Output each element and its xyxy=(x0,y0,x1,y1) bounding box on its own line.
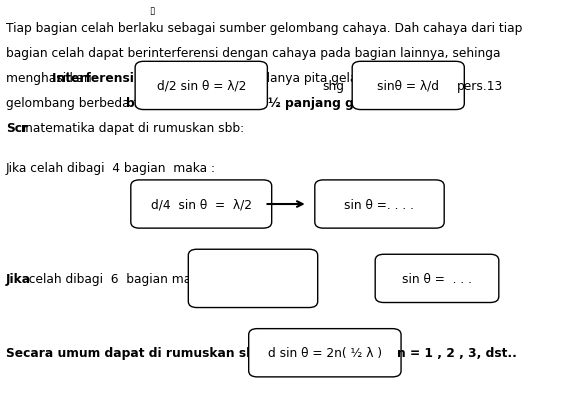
Text: pers.13: pers.13 xyxy=(457,80,503,93)
Text: Secara umum dapat di rumuskan sbb:: Secara umum dapat di rumuskan sbb: xyxy=(6,346,269,359)
FancyBboxPatch shape xyxy=(315,180,444,229)
Text: beda lintasannya  = ½ panjang gelombangnya.: beda lintasannya = ½ panjang gelombangny… xyxy=(126,97,452,109)
Text: menghasilkan: menghasilkan xyxy=(6,72,95,85)
Text: d sin θ = 2n( ½ λ ): d sin θ = 2n( ½ λ ) xyxy=(268,346,382,359)
Text: celah dibagi  6  bagian maka :: celah dibagi 6 bagian maka : xyxy=(21,272,214,285)
Text: d/2 sin θ = λ/2: d/2 sin θ = λ/2 xyxy=(156,80,246,93)
Text: bagian celah dapat berinterferensi dengan cahaya pada bagian lainnya, sehinga: bagian celah dapat berinterferensi denga… xyxy=(6,47,500,60)
Text: sinθ = λ/d: sinθ = λ/d xyxy=(377,80,439,93)
Text: shg: shg xyxy=(322,80,344,93)
Text: Scr: Scr xyxy=(6,122,28,134)
Text: sin θ =. . . .: sin θ =. . . . xyxy=(344,198,415,211)
Text: Interferensi minimum: Interferensi minimum xyxy=(52,72,201,85)
FancyBboxPatch shape xyxy=(135,62,267,110)
FancyBboxPatch shape xyxy=(248,329,401,377)
Text: matematika dapat di rumuskan sbb:: matematika dapat di rumuskan sbb: xyxy=(17,122,244,134)
Text: n = 1 , 2 , 3, dst..: n = 1 , 2 , 3, dst.. xyxy=(397,346,516,359)
Text: Jika celah dibagi  4 bagian  maka :: Jika celah dibagi 4 bagian maka : xyxy=(6,162,216,175)
Text: Jika: Jika xyxy=(6,272,31,285)
FancyBboxPatch shape xyxy=(131,180,272,229)
Text: gelombang berbeda fase 180o. Atau: gelombang berbeda fase 180o. Atau xyxy=(6,97,233,109)
Text: ▯: ▯ xyxy=(150,6,155,16)
Text: Tiap bagian celah berlaku sebagai sumber gelombang cahaya. Dah cahaya dari tiap: Tiap bagian celah berlaku sebagai sumber… xyxy=(6,22,522,35)
Text: d/4  sin θ  =  λ/2: d/4 sin θ = λ/2 xyxy=(151,198,252,211)
Text: pada layar dengan adanya pita gelap saat kedua: pada layar dengan adanya pita gelap saat… xyxy=(132,72,437,85)
FancyBboxPatch shape xyxy=(375,255,499,303)
Text: sin θ =  . . .: sin θ = . . . xyxy=(402,272,472,285)
FancyBboxPatch shape xyxy=(189,249,317,308)
FancyBboxPatch shape xyxy=(352,62,464,110)
